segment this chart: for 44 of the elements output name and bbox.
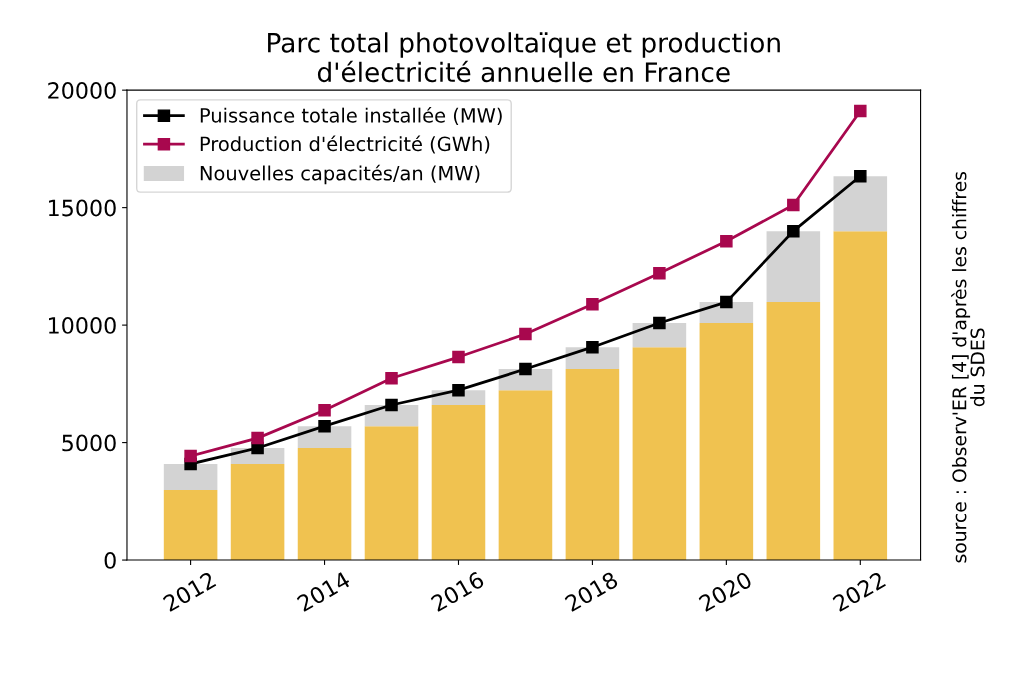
bar — [431, 404, 486, 561]
y-tick-label: 15000 — [49, 199, 116, 217]
point — [787, 224, 800, 238]
point — [452, 383, 465, 397]
bar — [163, 490, 218, 561]
point — [854, 104, 867, 118]
bar — [766, 302, 821, 561]
legend-label: Production d'électricité (GWh) — [200, 135, 490, 154]
bar — [833, 176, 888, 232]
point — [653, 266, 666, 280]
point — [385, 398, 398, 412]
bar — [230, 463, 285, 561]
bar — [699, 322, 754, 561]
point — [720, 295, 733, 309]
point — [452, 350, 465, 364]
point — [586, 340, 599, 354]
point — [586, 297, 599, 311]
bar — [565, 369, 620, 561]
bar — [766, 231, 821, 303]
point — [318, 419, 331, 433]
point — [318, 403, 331, 417]
bar — [498, 390, 553, 561]
point — [787, 198, 800, 212]
bar — [833, 231, 888, 561]
point — [184, 449, 197, 463]
y-tick-label: 0 — [104, 552, 116, 569]
y-tick-label: 5000 — [62, 434, 116, 452]
legend-label: Nouvelles capacités/an (MW) — [200, 164, 480, 185]
y-tick-label: 20000 — [48, 82, 116, 99]
point — [385, 371, 398, 385]
bar — [632, 347, 687, 561]
source-note: source : Observ'ER [4] d'après les chiffres du SDES — [951, 171, 985, 563]
point — [720, 234, 733, 248]
y-tick-label: 10000 — [49, 317, 116, 334]
bar — [297, 447, 352, 561]
point — [519, 362, 532, 376]
point — [653, 316, 666, 330]
point — [519, 327, 532, 341]
bar — [364, 426, 419, 561]
point — [251, 431, 264, 445]
point — [854, 169, 867, 183]
chart-title: Parc total photovoltaïque et production d'électricité annuelle en France — [268, 32, 780, 83]
bar — [163, 463, 218, 491]
legend-label: Puissance totale installée (MW) — [200, 106, 502, 125]
